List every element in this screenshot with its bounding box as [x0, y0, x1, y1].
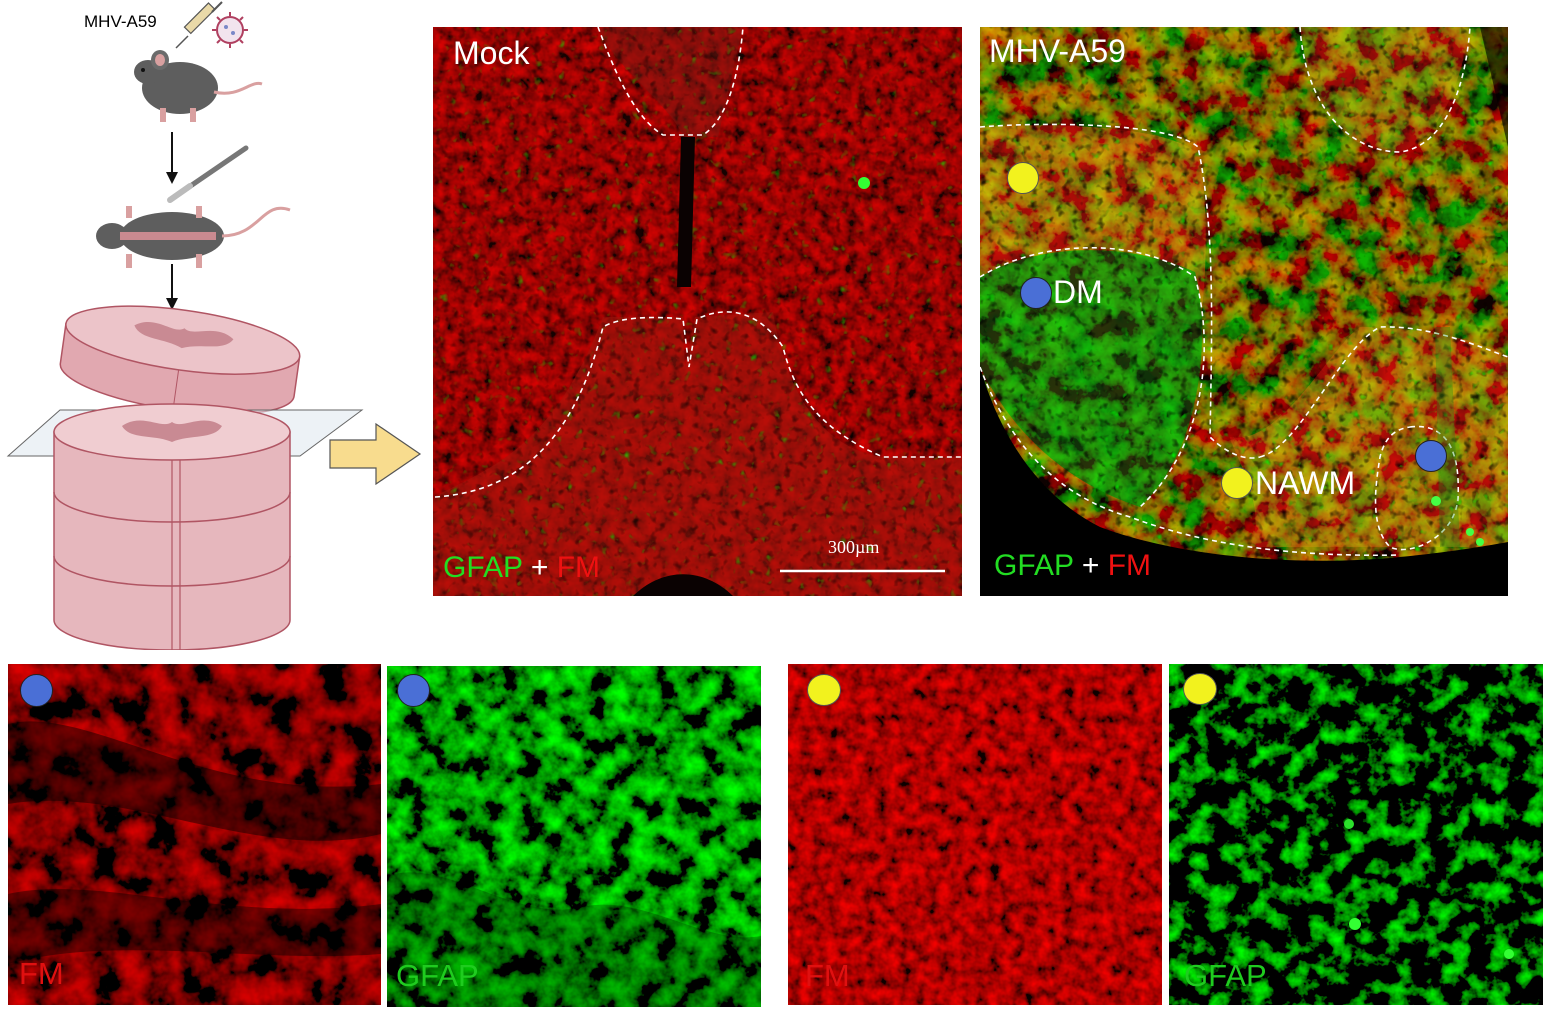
right-arrow-icon	[329, 422, 422, 486]
blue-marker	[397, 674, 430, 707]
yellow-marker	[1183, 673, 1217, 705]
zoom-panel-nawm-fm: FM	[788, 664, 1162, 1005]
yellow-marker	[1221, 467, 1253, 499]
mock-panel: Mock 300µm GFAP + FM	[433, 27, 962, 596]
zoom-panel-dm-gfap: GFAP	[387, 666, 761, 1007]
channel-label: GFAP	[396, 958, 479, 993]
virus-icon	[212, 12, 248, 48]
yellow-marker	[807, 674, 841, 706]
zoom-panel-dm-fm: FM	[8, 664, 381, 1005]
dissected-mouse-icon	[96, 206, 291, 268]
mouse-icon	[134, 50, 263, 122]
schematic: MHV-A59	[0, 0, 430, 651]
syringe-icon	[175, 1, 223, 49]
panel-title: MHV-A59	[989, 33, 1126, 69]
region-label-nawm: NAWM	[1255, 465, 1356, 501]
stain-legend: GFAP + FM	[994, 549, 1151, 583]
plus-label: +	[1073, 549, 1108, 582]
scalpel-icon	[167, 145, 249, 203]
fm-label: FM	[556, 551, 601, 584]
stain-legend: GFAP + FM	[443, 551, 600, 585]
blue-marker	[1415, 440, 1447, 472]
channel-label: FM	[19, 956, 64, 991]
scale-bar-label: 300µm	[828, 537, 880, 557]
channel-label: GFAP	[1184, 958, 1267, 993]
region-label-dm: DM	[1053, 274, 1103, 310]
blue-marker	[1020, 277, 1052, 309]
gfap-label: GFAP	[994, 549, 1074, 582]
yellow-marker	[1007, 162, 1039, 194]
gfap-label: GFAP	[443, 551, 523, 584]
panel-title: Mock	[453, 35, 530, 71]
channel-label: FM	[805, 958, 850, 993]
spinal-cord-diagram	[6, 305, 364, 651]
plus-label: +	[522, 551, 557, 584]
virus-label: MHV-A59	[84, 12, 157, 31]
infected-panel: MHV-A59 DM NAWM GFAP + FM	[980, 27, 1508, 596]
zoom-panel-nawm-gfap: GFAP	[1169, 664, 1543, 1005]
fm-label: FM	[1107, 549, 1152, 582]
blue-marker	[20, 674, 53, 707]
